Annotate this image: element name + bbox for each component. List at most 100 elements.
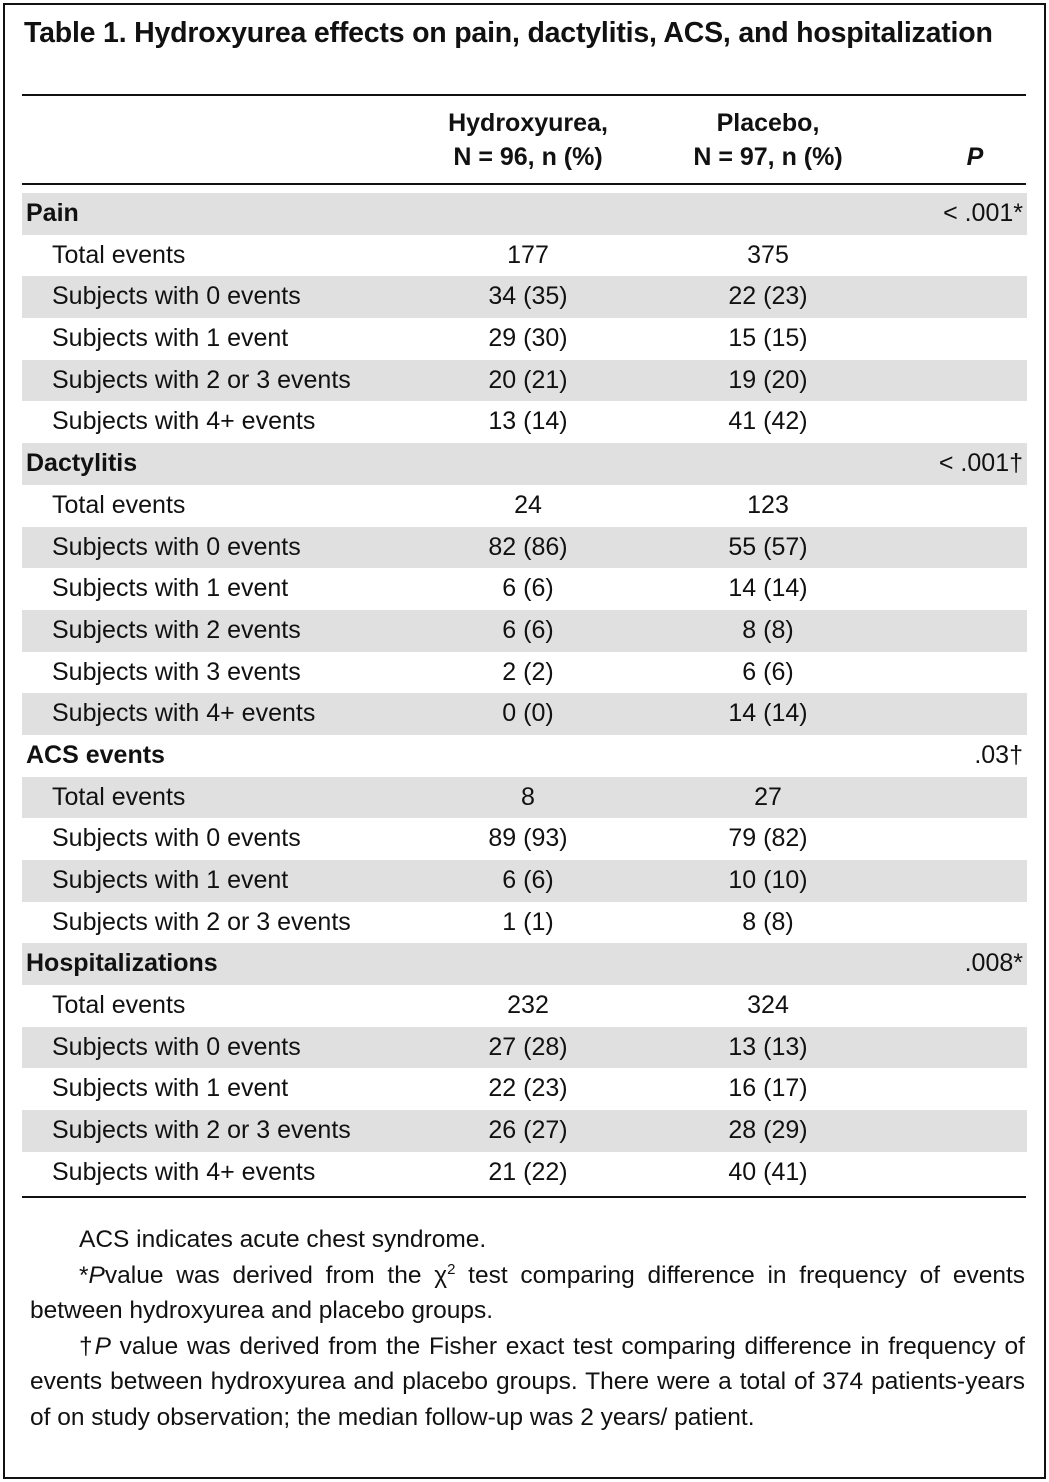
table-row: Total events 24 123	[22, 485, 1027, 527]
p-value: < .001*	[943, 199, 1023, 227]
footnote-dagger-symbol: †	[79, 1332, 95, 1360]
section-label: Pain	[26, 199, 79, 227]
row-label: Subjects with 4+ events	[52, 407, 316, 436]
footnote-star-text-a: value was derived from the χ	[104, 1261, 448, 1289]
hydroxyurea-value: 24	[514, 490, 542, 519]
row-label: Subjects with 0 events	[52, 282, 301, 311]
table-row: Total events 177 375	[22, 235, 1027, 277]
table-row: Total events 8 27	[22, 776, 1027, 819]
placebo-value: 28 (29)	[728, 1116, 808, 1145]
hydroxyurea-value: 177	[507, 240, 549, 269]
footnote-dagger-text: value was derived from the Fisher exact …	[30, 1332, 1025, 1431]
table-row: Subjects with 1 event 22 (23) 16 (17)	[22, 1068, 1027, 1110]
hydroxyurea-value: 0 (0)	[502, 699, 554, 728]
table-row: Subjects with 2 or 3 events 26 (27) 28 (29…	[22, 1110, 1027, 1152]
placebo-value: 324	[747, 991, 789, 1020]
column-header-hydroxyurea-line2: N = 96, n (%)	[453, 143, 603, 171]
table-row: Subjects with 2 events 6 (6) 8 (8)	[22, 609, 1027, 652]
placebo-value: 14 (14)	[728, 574, 808, 603]
section-row-dactylitis: Dactylitis < .001†	[22, 443, 1027, 485]
hydroxyurea-value: 232	[507, 991, 549, 1020]
hydroxyurea-value: 2 (2)	[502, 657, 554, 686]
table-row: Subjects with 0 events 27 (28) 13 (13)	[22, 1026, 1027, 1069]
column-header-placebo-line1: Placebo,	[716, 109, 820, 137]
row-label: Subjects with 1 event	[52, 1074, 289, 1103]
hydroxyurea-value: 34 (35)	[488, 282, 568, 311]
footnote-star-text-b: test comparing difference in frequency o…	[30, 1261, 1025, 1325]
row-label: Subjects with 0 events	[52, 1032, 301, 1061]
section-row-pain: Pain < .001*	[22, 193, 1027, 235]
placebo-value: 22 (23)	[728, 282, 808, 311]
row-label: Subjects with 2 or 3 events	[52, 1116, 351, 1145]
column-header-p: P	[966, 143, 984, 171]
footnote-star-p: P	[88, 1261, 105, 1289]
table-row: Total events 232 324	[22, 985, 1027, 1027]
table-title: Table 1. Hydroxyurea effects on pain, da…	[24, 17, 993, 49]
header-rule	[22, 183, 1026, 185]
hydroxyurea-value: 20 (21)	[488, 365, 568, 394]
hydroxyurea-value: 13 (14)	[488, 407, 568, 436]
column-header-hydroxyurea: Hydroxyurea, N = 96, n (%)	[388, 106, 668, 174]
p-value: .03†	[974, 740, 1023, 769]
row-label: Subjects with 2 or 3 events	[52, 907, 351, 936]
placebo-value: 375	[747, 240, 789, 269]
p-value: .008*	[964, 949, 1023, 978]
section-label: Hospitalizations	[26, 949, 218, 978]
row-label: Total events	[52, 490, 186, 519]
hydroxyurea-value: 29 (30)	[488, 324, 568, 353]
row-label: Subjects with 0 events	[52, 532, 301, 561]
section-row-hospitalizations: Hospitalizations .008*	[22, 943, 1027, 986]
table-row: Subjects with 0 events 89 (93) 79 (82)	[22, 818, 1027, 860]
placebo-value: 40 (41)	[728, 1157, 808, 1186]
hydroxyurea-value: 22 (23)	[488, 1074, 568, 1103]
footnote-fisher: †P value was derived from the Fisher exa…	[30, 1329, 1025, 1436]
hydroxyurea-value: 21 (22)	[488, 1157, 568, 1186]
placebo-value: 19 (20)	[728, 365, 808, 394]
placebo-value: 8 (8)	[742, 615, 794, 644]
placebo-value: 123	[747, 490, 789, 519]
placebo-value: 55 (57)	[728, 532, 808, 561]
hydroxyurea-value: 27 (28)	[488, 1032, 568, 1061]
section-label: ACS events	[26, 740, 165, 769]
hydroxyurea-value: 82 (86)	[488, 532, 568, 561]
placebo-value: 27	[754, 782, 782, 811]
p-value: < .001†	[938, 449, 1023, 478]
placebo-value: 41 (42)	[728, 407, 808, 436]
row-label: Subjects with 4+ events	[52, 699, 316, 728]
table-row: Subjects with 2 or 3 events 20 (21) 19 (20…	[22, 359, 1027, 402]
placebo-value: 16 (17)	[728, 1074, 808, 1103]
placebo-value: 8 (8)	[742, 907, 794, 936]
row-label: Subjects with 1 event	[52, 574, 289, 603]
table-row: Subjects with 1 event 6 (6) 10 (10)	[22, 860, 1027, 902]
footnote-chi-square: *Pvalue was derived from the χ2 test com…	[30, 1258, 1025, 1329]
hydroxyurea-value: 6 (6)	[502, 615, 554, 644]
row-label: Subjects with 2 events	[52, 615, 301, 644]
table-row: Subjects with 0 events 82 (86) 55 (57)	[22, 526, 1027, 569]
table-footnotes: ACS indicates acute chest syndrome. *Pva…	[30, 1222, 1025, 1435]
column-header-placebo: Placebo, N = 97, n (%)	[628, 106, 908, 174]
column-header-hydroxyurea-line1: Hydroxyurea,	[448, 109, 608, 137]
footnote-abbreviation: ACS indicates acute chest syndrome.	[79, 1226, 487, 1253]
top-rule	[22, 94, 1026, 96]
row-label: Subjects with 3 events	[52, 657, 301, 686]
bottom-rule	[22, 1196, 1026, 1198]
page-border	[3, 3, 1046, 1479]
table-row: Subjects with 1 event 6 (6) 14 (14)	[22, 568, 1027, 610]
row-label: Total events	[52, 240, 186, 269]
table-row: Subjects with 4+ events 21 (22) 40 (41)	[22, 1152, 1027, 1194]
row-label: Total events	[52, 991, 186, 1020]
footnote-dagger-p: P	[94, 1332, 111, 1360]
table-row: Subjects with 4+ events 13 (14) 41 (42)	[22, 401, 1027, 443]
row-label: Total events	[52, 782, 186, 811]
hydroxyurea-value: 6 (6)	[502, 574, 554, 603]
table-row: Subjects with 4+ events 0 (0) 14 (14)	[22, 693, 1027, 735]
placebo-value: 79 (82)	[728, 824, 808, 853]
hydroxyurea-value: 1 (1)	[502, 907, 554, 936]
table-row: Subjects with 0 events 34 (35) 22 (23)	[22, 276, 1027, 319]
section-row-acs-events: ACS events .03†	[22, 735, 1027, 777]
row-label: Subjects with 0 events	[52, 824, 301, 853]
placebo-value: 6 (6)	[742, 657, 794, 686]
row-label: Subjects with 1 event	[52, 866, 289, 894]
placebo-value: 13 (13)	[728, 1032, 808, 1061]
row-label: Subjects with 4+ events	[52, 1157, 316, 1186]
